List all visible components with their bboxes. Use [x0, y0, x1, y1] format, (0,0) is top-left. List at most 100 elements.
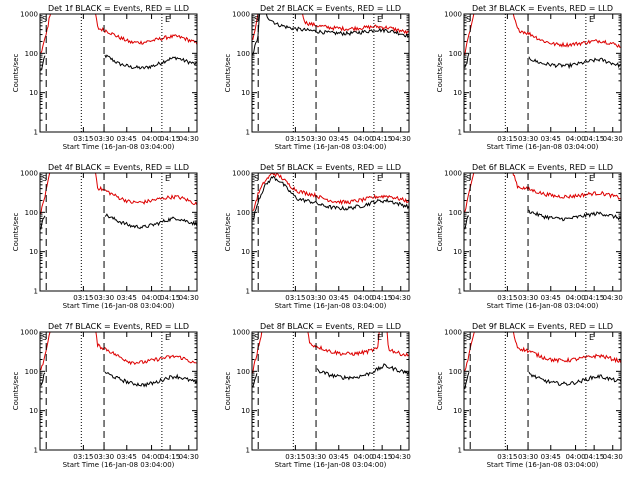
y-tick-label: 100	[449, 209, 462, 217]
y-tick-label: 1000	[20, 170, 38, 178]
y-tick-label: 1000	[20, 329, 38, 337]
y-tick-label: 100	[449, 368, 462, 376]
x-tick-label: 04:15	[372, 135, 392, 143]
y-tick-label: 10	[241, 89, 250, 97]
start-marker-label: S	[254, 174, 259, 183]
series-lld	[40, 173, 197, 215]
y-tick-label: 100	[25, 368, 38, 376]
panel-title: Det 8f BLACK = Events, RED = LLD	[260, 322, 401, 331]
x-tick-label: 03:30	[518, 135, 538, 143]
x-tick-label: 03:15	[497, 135, 517, 143]
series-lld	[40, 14, 197, 54]
x-tick-label: 04:15	[584, 294, 604, 302]
x-tick-label: 03:15	[497, 453, 517, 461]
y-tick-label: 1000	[444, 329, 462, 337]
x-tick-label: 03:15	[285, 294, 305, 302]
x-axis-label: Start Time (16-Jan-08 03:04:00)	[63, 461, 175, 469]
panel-title: Det 5f BLACK = Events, RED = LLD	[260, 163, 401, 172]
x-tick-label: 04:30	[179, 135, 199, 143]
x-axis-label: Start Time (16-Jan-08 03:04:00)	[63, 143, 175, 151]
x-tick-label: 04:15	[160, 294, 180, 302]
x-tick-label: 03:30	[306, 135, 326, 143]
y-tick-label: 100	[237, 50, 250, 58]
end-marker-label: E	[589, 333, 594, 342]
x-axis-label: Start Time (16-Jan-08 03:04:00)	[487, 302, 599, 310]
y-tick-label: 1	[246, 447, 250, 455]
series-events	[528, 56, 621, 70]
plot-frame	[463, 172, 622, 292]
x-tick-label: 03:30	[94, 294, 114, 302]
x-tick-label: 03:45	[541, 135, 561, 143]
y-tick-label: 1	[458, 288, 462, 296]
y-tick-label: 1000	[20, 11, 38, 19]
x-tick-label: 04:30	[391, 453, 411, 461]
x-tick-label: 04:00	[141, 294, 161, 302]
y-tick-label: 1	[34, 129, 38, 137]
y-tick-label: 1	[34, 447, 38, 455]
panel-title: Det 6f BLACK = Events, RED = LLD	[472, 163, 613, 172]
x-tick-label: 04:15	[160, 135, 180, 143]
series-lld	[464, 332, 621, 372]
x-tick-label: 03:30	[94, 135, 114, 143]
x-axis-label: Start Time (16-Jan-08 03:04:00)	[275, 302, 387, 310]
start-marker-label: S	[466, 174, 471, 183]
x-tick-label: 03:30	[306, 294, 326, 302]
x-tick-label: 03:15	[73, 294, 93, 302]
x-tick-label: 04:30	[391, 294, 411, 302]
x-tick-label: 03:45	[329, 294, 349, 302]
start-marker-label: S	[42, 174, 47, 183]
y-tick-label: 100	[25, 50, 38, 58]
series-events	[528, 209, 621, 222]
end-marker-label: E	[165, 174, 170, 183]
x-tick-label: 03:15	[73, 453, 93, 461]
series-lld	[252, 173, 409, 212]
y-axis-label: Counts/sec	[12, 372, 20, 411]
x-tick-label: 03:30	[518, 294, 538, 302]
end-marker-label: E	[165, 15, 170, 24]
series-lld	[464, 14, 621, 55]
x-tick-label: 03:15	[285, 453, 305, 461]
series-events	[40, 215, 46, 230]
x-tick-label: 04:15	[372, 453, 392, 461]
y-tick-label: 100	[449, 50, 462, 58]
panel-title: Det 9f BLACK = Events, RED = LLD	[472, 322, 613, 331]
x-tick-label: 04:30	[179, 453, 199, 461]
x-tick-label: 04:00	[353, 135, 373, 143]
y-tick-label: 10	[29, 407, 38, 415]
series-events	[104, 213, 197, 230]
panel-title: Det 3f BLACK = Events, RED = LLD	[472, 4, 613, 13]
end-marker-label: E	[377, 174, 382, 183]
x-tick-label: 04:15	[584, 453, 604, 461]
plot-frame	[463, 13, 622, 133]
x-tick-label: 04:00	[141, 135, 161, 143]
end-marker-label: E	[589, 15, 594, 24]
y-tick-label: 1	[34, 288, 38, 296]
end-marker-label: E	[589, 174, 594, 183]
x-tick-label: 03:45	[541, 453, 561, 461]
x-tick-label: 04:00	[353, 453, 373, 461]
y-axis-label: Counts/sec	[224, 54, 232, 93]
y-axis-label: Counts/sec	[436, 372, 444, 411]
x-tick-label: 04:15	[372, 294, 392, 302]
plot-frame	[39, 331, 198, 451]
panel-title: Det 2f BLACK = Events, RED = LLD	[260, 4, 401, 13]
series-events	[464, 372, 470, 390]
x-tick-label: 04:30	[179, 294, 199, 302]
y-tick-label: 1	[458, 447, 462, 455]
y-axis-label: Counts/sec	[12, 213, 20, 252]
x-tick-label: 03:30	[306, 453, 326, 461]
start-marker-label: S	[254, 333, 259, 342]
y-tick-label: 1	[246, 288, 250, 296]
y-tick-label: 100	[25, 209, 38, 217]
end-marker-label: E	[165, 333, 170, 342]
y-axis-label: Counts/sec	[224, 213, 232, 252]
y-axis-label: Counts/sec	[436, 213, 444, 252]
